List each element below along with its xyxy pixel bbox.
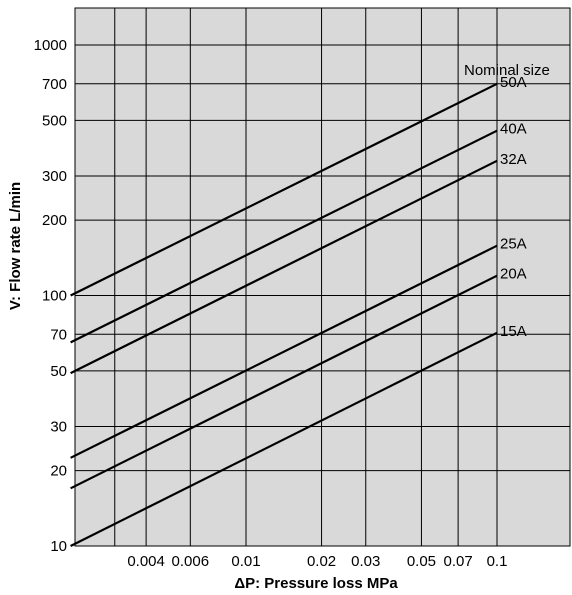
x-tick-label: 0.01 bbox=[231, 553, 260, 570]
y-axis-title: V: Flow rate L/min bbox=[7, 182, 24, 310]
y-tick-label: 20 bbox=[50, 463, 67, 480]
plot-background bbox=[75, 8, 570, 546]
series-label-32a: 32A bbox=[500, 151, 527, 168]
plot-frame bbox=[74, 7, 571, 547]
legend-title: Nominal size bbox=[464, 62, 550, 79]
series-line-20a bbox=[70, 274, 498, 490]
y-tick-label: 700 bbox=[42, 76, 67, 93]
x-tick-labels: 0.004 0.006 0.01 0.02 0.03 0.05 0.07 0.1 bbox=[127, 553, 507, 570]
x-tick-label: 0.02 bbox=[307, 553, 336, 570]
y-tick-label: 70 bbox=[50, 326, 67, 343]
x-axis-title: ΔP: Pressure loss MPa bbox=[234, 575, 398, 592]
series-label-40a: 40A bbox=[500, 121, 527, 138]
series-line-25a bbox=[70, 244, 498, 459]
y-tick-label: 100 bbox=[42, 288, 67, 305]
y-tick-label: 300 bbox=[42, 168, 67, 185]
x-tick-label: 0.07 bbox=[444, 553, 473, 570]
y-tick-labels: 10 20 30 50 70 100 200 300 500 700 1000 bbox=[34, 37, 67, 555]
series-line-15a bbox=[70, 331, 498, 547]
series-line-40a bbox=[70, 129, 498, 344]
series-label-25a: 25A bbox=[500, 236, 527, 253]
x-tick-label: 0.03 bbox=[351, 553, 380, 570]
y-tick-label: 10 bbox=[50, 538, 67, 555]
series-label-50a: 50A bbox=[500, 74, 527, 91]
y-tick-label: 500 bbox=[42, 112, 67, 129]
y-tick-label: 50 bbox=[50, 363, 67, 380]
x-tick-label: 0.05 bbox=[407, 553, 436, 570]
x-tick-label: 0.006 bbox=[172, 553, 210, 570]
y-tick-label: 1000 bbox=[34, 37, 67, 54]
series-line-32a bbox=[70, 159, 498, 375]
y-tick-label: 30 bbox=[50, 418, 67, 435]
x-tick-label: 0.004 bbox=[127, 553, 165, 570]
y-tick-label: 200 bbox=[42, 212, 67, 229]
series-lines bbox=[70, 82, 498, 547]
x-tick-label: 0.1 bbox=[487, 553, 508, 570]
series-labels: 50A 40A 32A 25A 20A 15A bbox=[500, 74, 527, 340]
series-label-15a: 15A bbox=[500, 323, 527, 340]
series-line-50a bbox=[70, 82, 498, 297]
series-label-20a: 20A bbox=[500, 266, 527, 283]
